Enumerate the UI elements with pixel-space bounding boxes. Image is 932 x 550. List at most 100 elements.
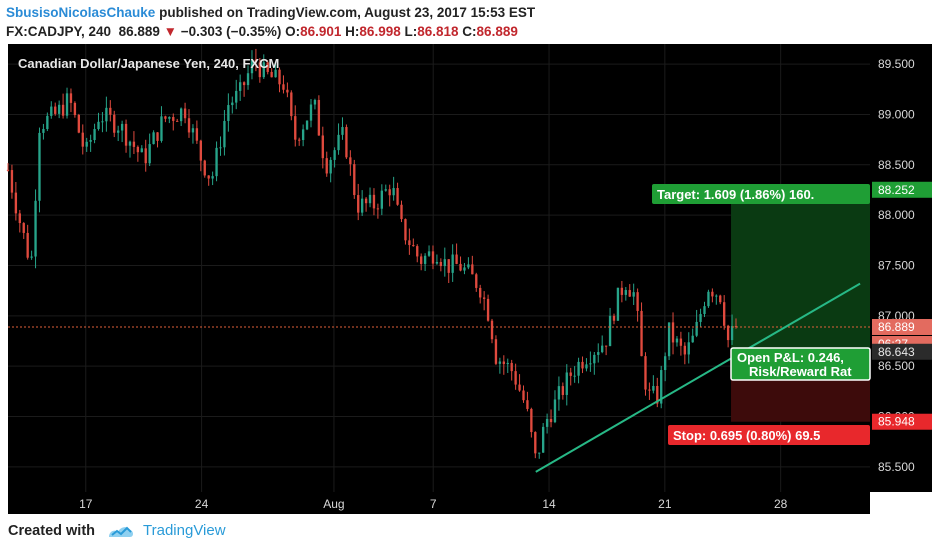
candle-body: [172, 117, 175, 121]
candle-body: [89, 140, 92, 142]
candle-body: [65, 93, 69, 116]
candle-body: [723, 302, 726, 326]
candle-body: [34, 200, 37, 257]
candle-body: [152, 132, 155, 145]
candle-body: [612, 315, 616, 321]
candle-body: [656, 385, 659, 404]
target-price-tag-box: [872, 181, 932, 198]
candle-body: [203, 160, 206, 176]
candle-body: [431, 251, 435, 264]
entry-price-tag-group: 86.643: [872, 343, 932, 360]
candle-body: [357, 195, 360, 213]
candle-body: [215, 147, 218, 177]
candle-body: [679, 338, 683, 346]
y-tick-label: 85.500: [878, 460, 915, 474]
candle-body: [195, 128, 199, 141]
candle-body: [538, 452, 541, 454]
candle-body: [148, 144, 151, 164]
open-value: 86.901: [300, 24, 342, 39]
candle-body: [620, 287, 624, 295]
time-axis[interactable]: [8, 492, 870, 514]
candle-body: [715, 295, 718, 297]
target-label: Target: 1.609 (1.86%) 160.: [657, 187, 814, 202]
candle-body: [526, 400, 529, 409]
candle-body: [372, 194, 376, 209]
candle-body: [652, 385, 655, 391]
published-text: published on TradingView.com, August 23,…: [159, 5, 536, 20]
candle-body: [179, 108, 183, 122]
tradingview-logo-icon: [109, 526, 134, 537]
created-with-text: Created with: [8, 522, 96, 539]
x-tick-labels: 17 24 Aug 7 14 21 28: [79, 497, 788, 511]
last-price-tag-box: [872, 318, 932, 335]
candle-body: [22, 223, 25, 233]
candle-body: [675, 338, 679, 343]
low-label: L:: [404, 24, 418, 39]
candle-body: [644, 356, 647, 390]
tradingview-brand[interactable]: TradingView: [143, 522, 226, 539]
candle-body: [238, 82, 242, 91]
candle-body: [695, 321, 698, 336]
candle-body: [376, 208, 380, 210]
candle-body: [711, 291, 714, 297]
trendline[interactable]: [535, 282, 861, 473]
price-chart[interactable]: 85.50086.00086.50087.00087.50088.00088.5…: [0, 44, 932, 514]
candle-body: [553, 399, 557, 423]
candle-body: [734, 326, 738, 328]
candle-body: [187, 118, 191, 133]
candle-body: [455, 254, 458, 264]
pnl-box: [730, 347, 871, 381]
candle-body: [242, 82, 246, 86]
candle-body: [636, 292, 639, 311]
candle-body: [254, 59, 258, 63]
candle-body: [211, 176, 214, 179]
candle-body: [124, 123, 128, 146]
candle-body: [494, 339, 498, 364]
candle-body: [227, 105, 230, 121]
target-label-box: [652, 184, 870, 204]
candle-body: [719, 295, 722, 303]
candle-body: [581, 361, 584, 369]
author-link[interactable]: SbusisoNicolasChauke: [6, 5, 156, 20]
candle-body: [388, 189, 391, 196]
footer: Created with TradingView: [8, 522, 226, 539]
candle-body: [301, 129, 305, 141]
candle-body: [270, 71, 273, 78]
candle-body: [282, 84, 285, 90]
candle-body: [18, 213, 21, 224]
candle-body: [136, 146, 140, 153]
candle-body: [364, 198, 368, 204]
candle-body: [313, 99, 317, 105]
high-label: H:: [345, 24, 360, 39]
plot-background: [8, 44, 870, 492]
candle-body: [490, 320, 494, 340]
entry-price-tag-box: [872, 343, 932, 360]
candle-body: [235, 90, 238, 103]
candle-body: [317, 99, 321, 136]
candle-body: [597, 352, 600, 355]
candle-body: [250, 59, 254, 74]
candle-body: [412, 245, 415, 247]
candle-body: [467, 264, 470, 268]
candle-body: [231, 102, 234, 106]
close-label: C:: [462, 24, 477, 39]
candle-body: [400, 204, 403, 220]
candle-body: [396, 188, 399, 205]
candles: [6, 48, 738, 459]
candle-body: [132, 141, 136, 147]
candle-body: [530, 408, 533, 433]
candle-body: [502, 361, 505, 365]
candle-body: [589, 363, 592, 365]
candle-body: [6, 169, 10, 171]
candle-body: [435, 261, 439, 264]
candle-body: [420, 256, 423, 264]
entry-price-tag: 86.643: [878, 345, 915, 359]
candle-body: [423, 255, 427, 264]
candle-body: [73, 102, 77, 115]
y-tick-label: 87.500: [878, 258, 915, 272]
candle-body: [640, 310, 643, 357]
candle-body: [93, 129, 96, 141]
candle-body: [309, 104, 313, 121]
candle-body: [392, 188, 395, 196]
target-label-group: Target: 1.609 (1.86%) 160.: [652, 184, 870, 204]
